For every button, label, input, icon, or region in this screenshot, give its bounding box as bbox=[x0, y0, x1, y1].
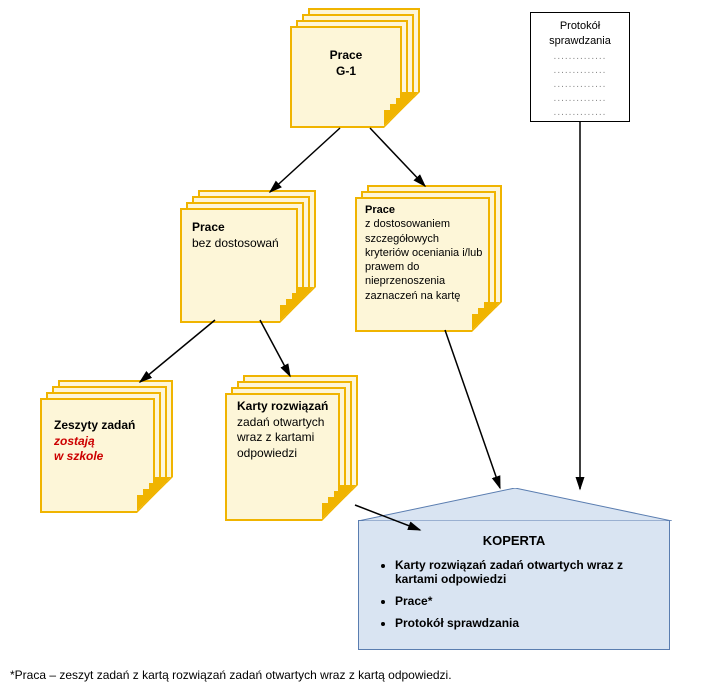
dotline: .............. bbox=[535, 50, 625, 64]
koperta-roof bbox=[358, 488, 672, 521]
bl-emph1: zostają bbox=[54, 434, 95, 448]
edge-root-right bbox=[370, 128, 425, 186]
bl-title: Zeszyty zadań bbox=[54, 418, 135, 432]
node-left-text: Prace bez dostosowań bbox=[192, 220, 287, 251]
node-bottomleft-text: Zeszyty zadań zostają w szkole bbox=[54, 418, 149, 465]
dotline: .............. bbox=[535, 92, 625, 106]
koperta-item: Karty rozwiązań zadań otwartych wraz z k… bbox=[395, 558, 649, 586]
root-subtitle: G-1 bbox=[336, 64, 356, 78]
dotline: .............. bbox=[535, 106, 625, 120]
bl-emph2: w szkole bbox=[54, 449, 103, 463]
right-text: z dostosowaniem szczegółowych kryteriów … bbox=[365, 218, 482, 301]
dotline: .............. bbox=[535, 78, 625, 92]
root-title: Prace bbox=[330, 48, 363, 62]
protokol-title: Protokół sprawdzania bbox=[535, 19, 625, 50]
edge-right-koperta bbox=[445, 330, 500, 488]
node-right-text: Prace z dostosowaniem szczegółowych kryt… bbox=[365, 203, 485, 303]
node-root-title: Prace G-1 bbox=[290, 48, 402, 79]
diagram-canvas: Prace G-1 Protokół sprawdzania .........… bbox=[0, 0, 713, 692]
br-title: Karty rozwiązań bbox=[237, 399, 328, 413]
br-text: zadań otwartych wraz z kartami odpowiedz… bbox=[237, 415, 324, 460]
koperta-list: Karty rozwiązań zadań otwartych wraz z k… bbox=[379, 558, 649, 630]
footnote: *Praca – zeszyt zadań z kartą rozwiązań … bbox=[10, 668, 452, 682]
right-title: Prace bbox=[365, 204, 395, 216]
koperta-item: Prace* bbox=[395, 594, 649, 608]
node-protokol: Protokół sprawdzania .............. ....… bbox=[530, 12, 630, 122]
koperta-title: KOPERTA bbox=[379, 533, 649, 548]
dotline: .............. bbox=[535, 64, 625, 78]
edge-root-left bbox=[270, 128, 340, 192]
left-title: Prace bbox=[192, 220, 225, 234]
edge-left-bl bbox=[140, 320, 215, 382]
koperta-item: Protokół sprawdzania bbox=[395, 616, 649, 630]
edge-left-br bbox=[260, 320, 290, 376]
node-bottomright-text: Karty rozwiązań zadań otwartych wraz z k… bbox=[237, 399, 332, 461]
node-koperta: KOPERTA Karty rozwiązań zadań otwartych … bbox=[358, 520, 670, 650]
left-text: bez dostosowań bbox=[192, 236, 279, 250]
